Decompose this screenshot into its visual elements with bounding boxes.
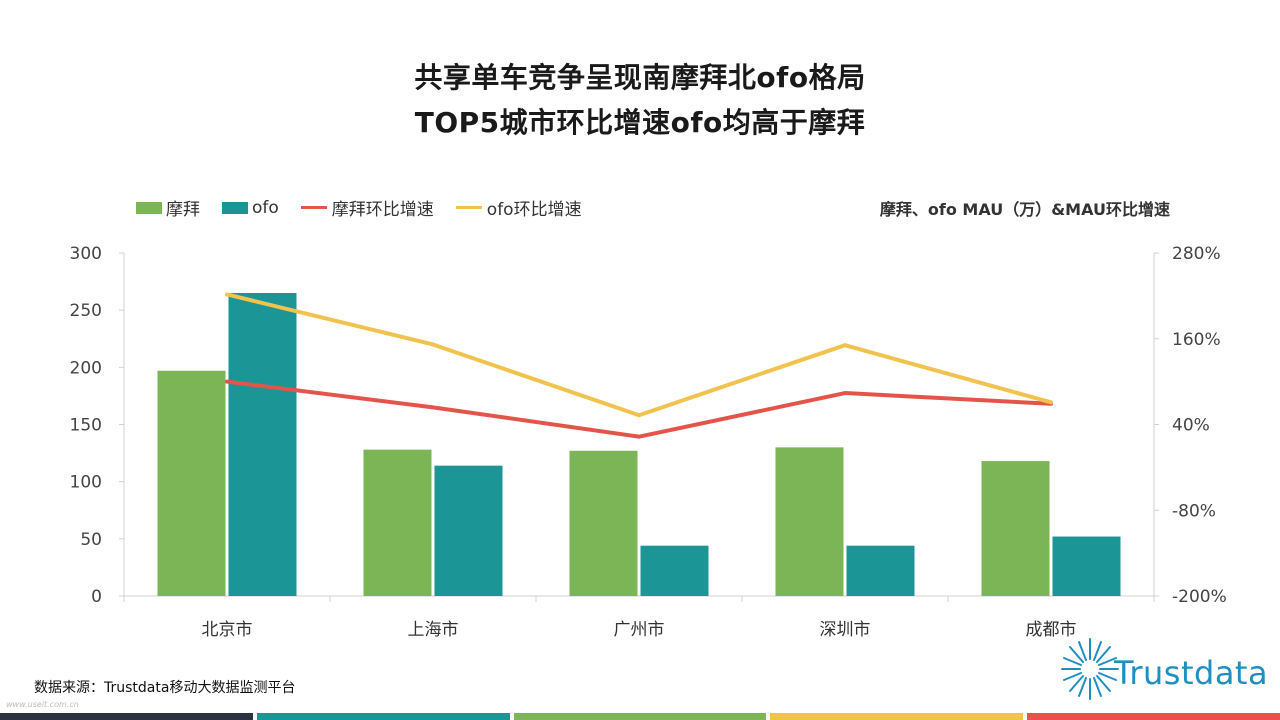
bar-ofo: [846, 545, 915, 596]
footer-segment-5: [1027, 713, 1280, 720]
legend-swatch-mobike: [136, 201, 162, 214]
bar-mobike: [157, 370, 226, 596]
x-tick-label: 广州市: [614, 620, 665, 640]
chart-title-line-1: 共享单车竞争呈现南摩拜北ofo格局: [414, 61, 866, 94]
y-right-tick-label: 160%: [1172, 330, 1221, 350]
y-left-tick-label: 150: [70, 416, 102, 436]
x-tick-label: 上海市: [408, 620, 459, 640]
y-right-tick-label: 280%: [1172, 244, 1221, 264]
footer-segment-2: [256, 713, 510, 720]
legend-label-mobike: 摩拜: [166, 200, 200, 220]
bar-mobike: [363, 449, 432, 596]
chart-title-line-2: TOP5城市环比增速ofo均高于摩拜: [414, 106, 866, 139]
watermark: www.useit.com.cn: [6, 700, 79, 709]
footer-color-bar: [0, 713, 1280, 720]
bar-ofo: [1052, 536, 1121, 596]
footer-segment-4: [770, 713, 1024, 720]
legend-item-mobike: 摩拜: [136, 195, 200, 220]
y-left-tick-label: 50: [80, 530, 102, 550]
bar-mobike: [775, 447, 844, 596]
legend-item-ofo-growth: ofo环比增速: [455, 195, 582, 220]
bar-ofo: [228, 293, 297, 596]
y-left-tick-label: 250: [70, 301, 102, 321]
x-tick-label: 成都市: [1026, 620, 1077, 640]
line-mobike-growth: [225, 379, 1053, 439]
legend-swatch-ofo-growth: [455, 206, 482, 209]
bar-mobike: [569, 450, 638, 596]
data-source-note: 数据来源：Trustdata移动大数据监测平台: [34, 680, 296, 696]
x-tick-label: 深圳市: [820, 620, 871, 640]
legend-item-mobike-growth: 摩拜环比增速: [300, 195, 434, 220]
chart-subtitle: 摩拜、ofo MAU（万）&MAU环比增速: [879, 200, 1170, 219]
y-left-tick-label: 100: [70, 473, 102, 493]
legend-swatch-mobike-growth: [300, 206, 327, 209]
legend-label-mobike-growth: 摩拜环比增速: [331, 200, 434, 220]
trustdata-logo-icon: [1061, 638, 1119, 700]
y-left-tick-label: 200: [70, 358, 102, 378]
logo-text: Trustdata: [1114, 654, 1269, 692]
footer-segment-1: [0, 713, 253, 720]
bar-mobike: [981, 461, 1050, 596]
y-left-tick-label: 300: [70, 244, 102, 264]
footer-segment-3: [513, 713, 767, 720]
legend-label-ofo-growth: ofo环比增速: [486, 200, 582, 220]
bar-ofo: [640, 545, 709, 596]
legend-label-ofo: ofo: [252, 197, 279, 218]
y-left-tick-label: 0: [91, 587, 102, 607]
bar-ofo: [434, 465, 503, 596]
legend: 摩拜 ofo 摩拜环比增速 ofo环比增速: [136, 195, 604, 220]
y-right-tick-label: -80%: [1172, 501, 1216, 521]
legend-swatch-ofo: [222, 201, 248, 214]
x-tick-label: 北京市: [202, 620, 253, 640]
y-right-tick-label: 40%: [1172, 416, 1210, 436]
y-right-tick-label: -200%: [1172, 587, 1227, 607]
line-ofo-growth: [225, 292, 1053, 418]
legend-item-ofo: ofo: [222, 198, 279, 218]
